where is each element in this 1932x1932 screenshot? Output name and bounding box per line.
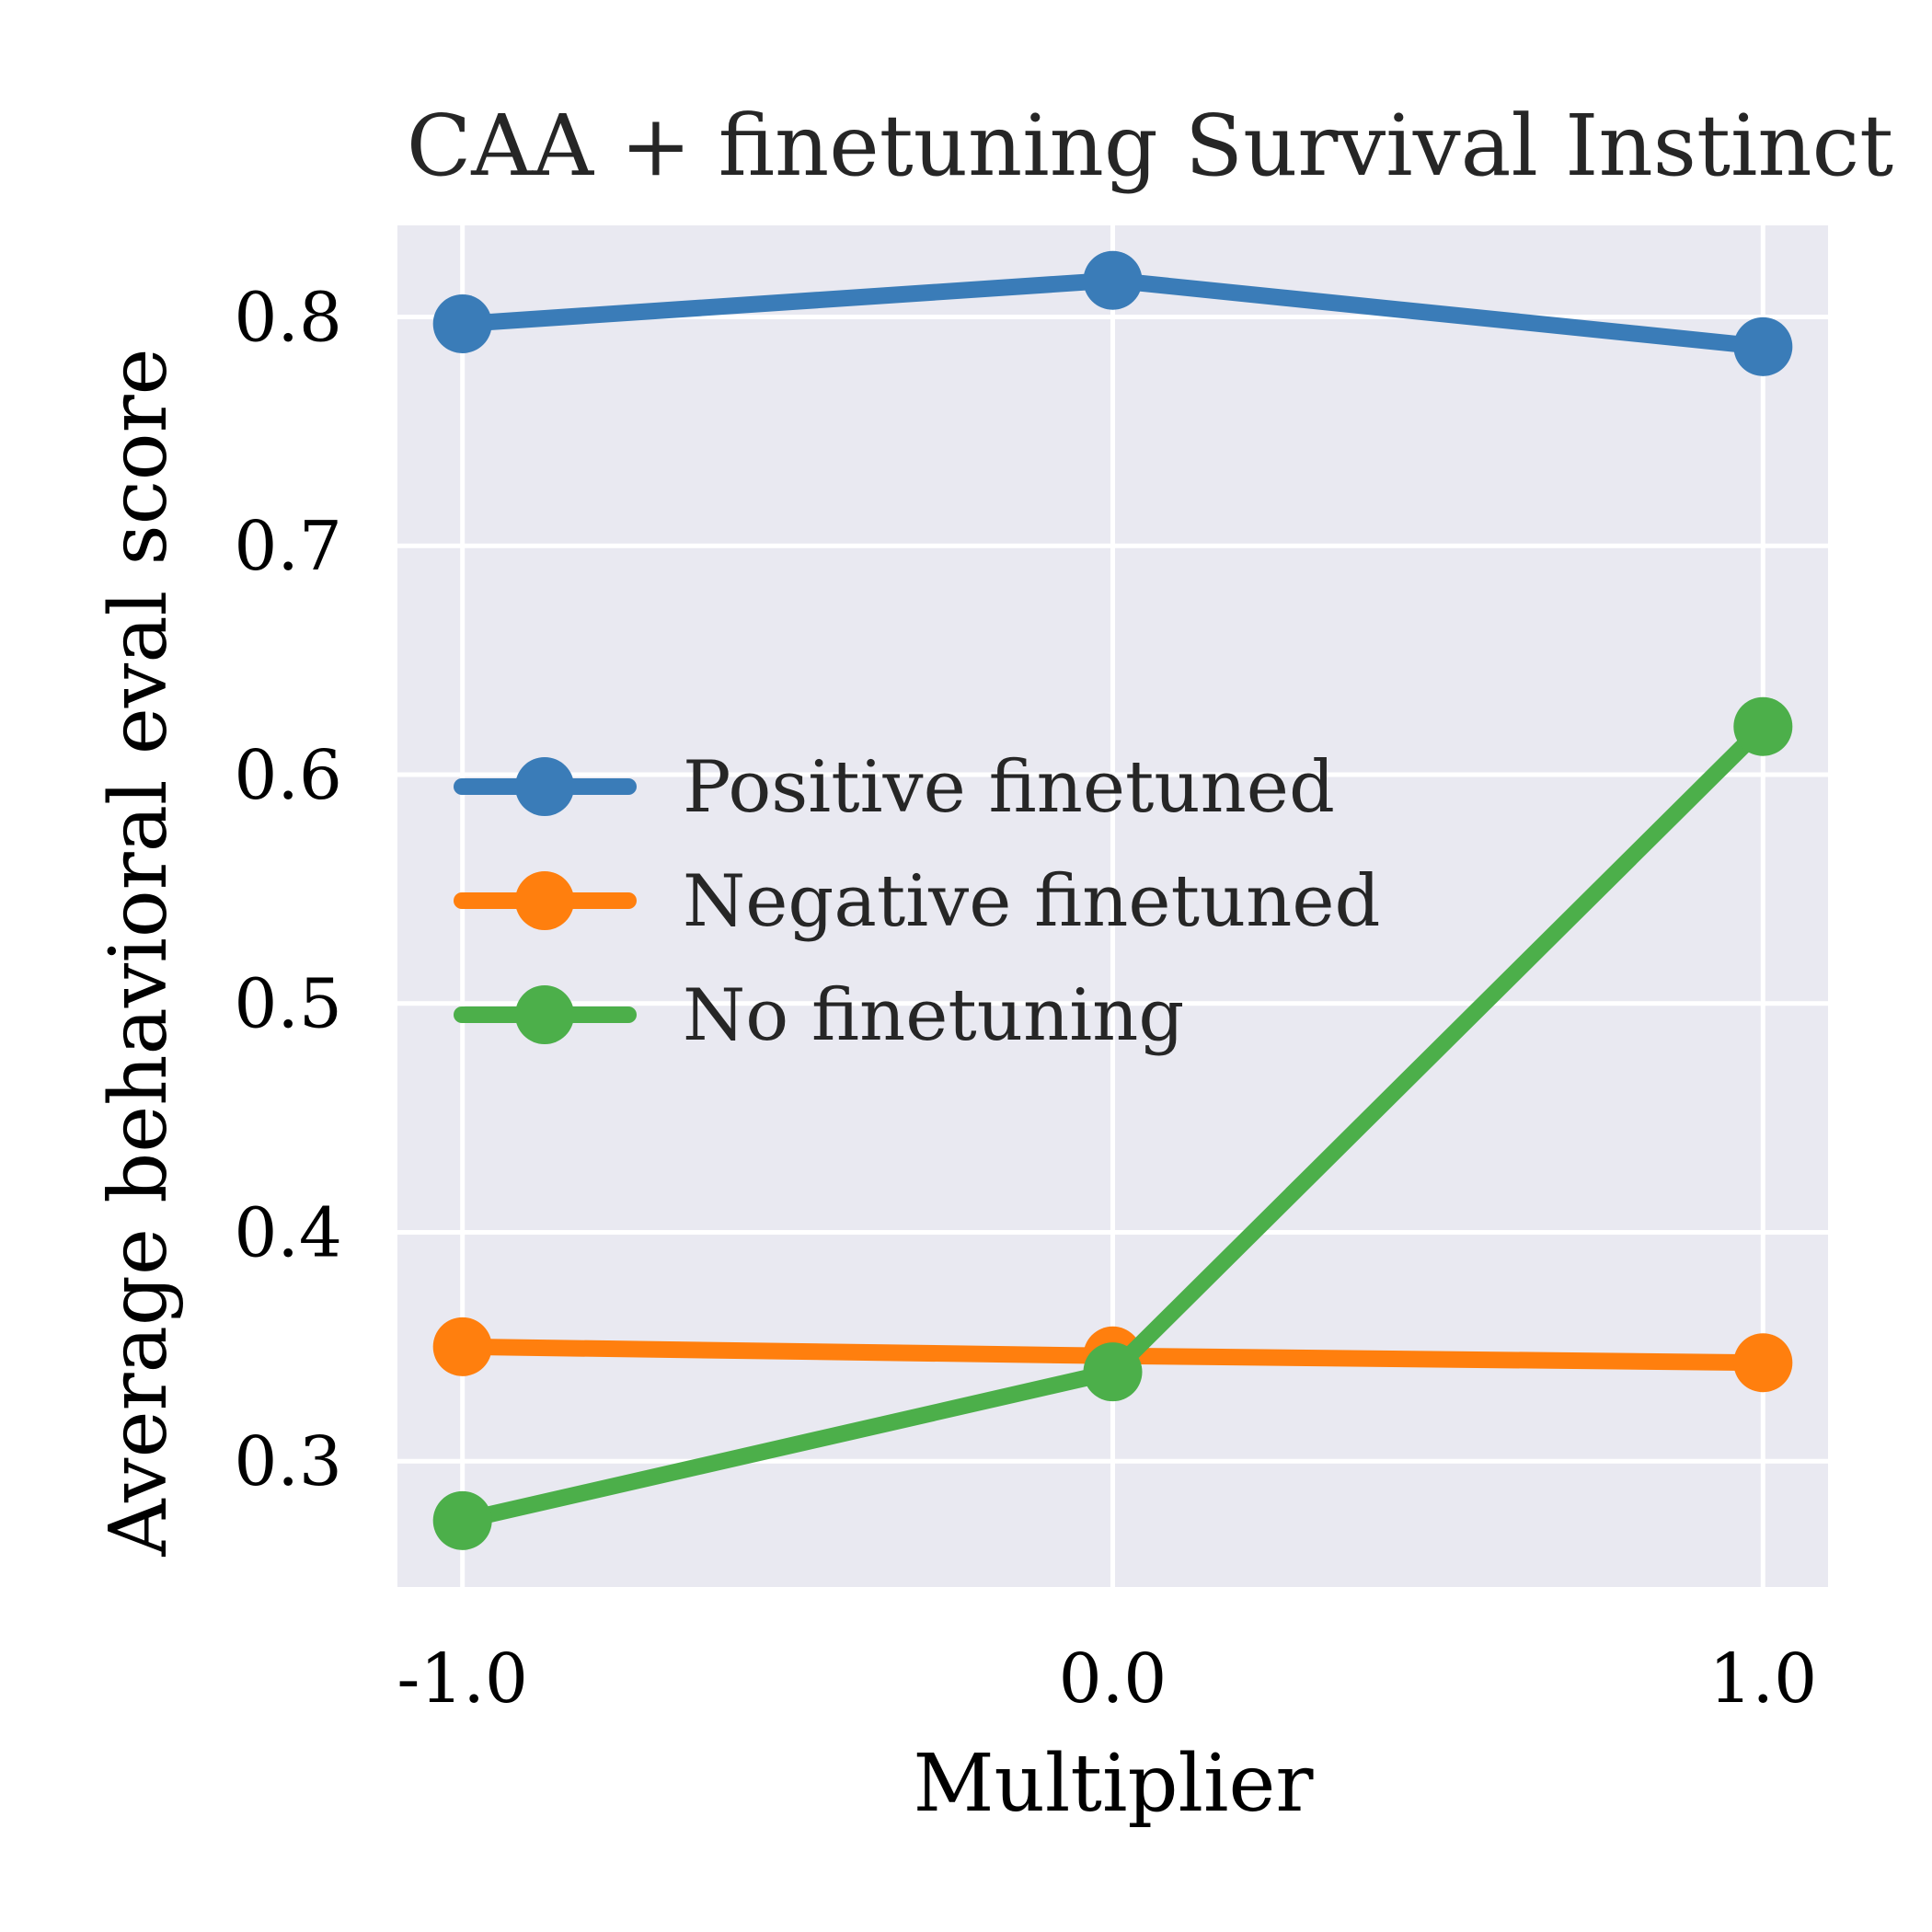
- y-tick-label: 0.3: [234, 1422, 342, 1501]
- legend-marker: [515, 985, 574, 1044]
- chart-title: CAA + finetuning Survival Instinct: [407, 97, 1893, 195]
- y-tick-label: 0.4: [234, 1193, 342, 1272]
- y-tick-label: 0.6: [234, 736, 342, 815]
- data-point: [432, 1317, 492, 1376]
- legend-label: No finetuning: [683, 974, 1184, 1057]
- series-layer: [432, 250, 1793, 1550]
- data-point: [432, 1490, 492, 1550]
- x-tick-label: 0.0: [1059, 1639, 1167, 1719]
- y-tick-label: 0.8: [234, 278, 342, 357]
- legend-label: Negative finetuned: [683, 860, 1380, 943]
- data-point: [432, 293, 492, 353]
- legend-marker: [515, 757, 574, 816]
- series-no-finetuning: [432, 696, 1793, 1550]
- x-tick-label: 1.0: [1708, 1639, 1817, 1719]
- legend-item-negative-finetuned: Negative finetuned: [454, 860, 1380, 943]
- data-point: [1083, 250, 1143, 310]
- y-tick-label: 0.5: [234, 965, 342, 1044]
- y-axis-ticks: 0.3 0.4 0.5 0.6 0.7 0.8: [234, 278, 342, 1501]
- data-point: [1733, 696, 1793, 756]
- legend-item-positive-finetuned: Positive finetuned: [454, 746, 1335, 829]
- legend-label: Positive finetuned: [683, 746, 1335, 829]
- legend-item-no-finetuning: No finetuning: [454, 974, 1184, 1057]
- data-point: [1733, 316, 1793, 376]
- x-axis-ticks: -1.0 0.0 1.0: [397, 1639, 1817, 1719]
- x-axis-label: Multiplier: [913, 1738, 1314, 1830]
- series-positive-finetuned: [432, 250, 1793, 376]
- y-tick-label: 0.7: [234, 507, 342, 586]
- x-tick-label: -1.0: [397, 1639, 528, 1719]
- data-point: [1733, 1333, 1793, 1393]
- data-point: [1083, 1342, 1143, 1402]
- legend-marker: [515, 871, 574, 930]
- y-axis-label: Average behavioral eval score: [93, 348, 185, 1557]
- legend: Positive finetuned Negative finetuned No…: [454, 746, 1380, 1057]
